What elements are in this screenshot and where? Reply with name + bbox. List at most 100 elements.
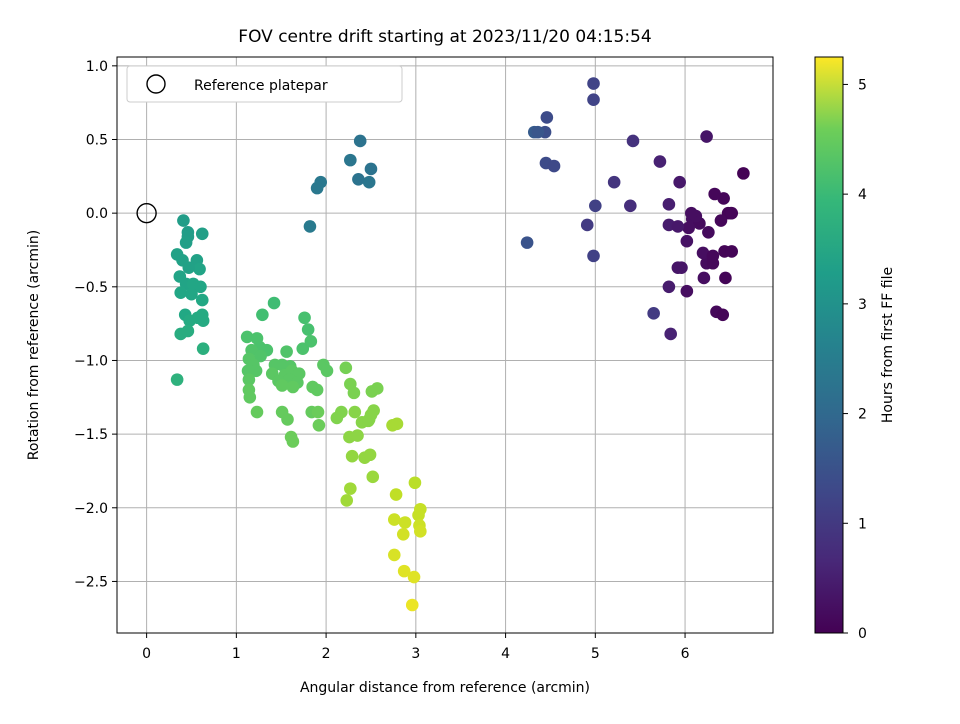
data-point <box>240 330 254 344</box>
data-point <box>397 564 411 578</box>
data-point <box>364 162 378 176</box>
y-tick-label: −0.5 <box>74 280 108 296</box>
data-point <box>310 383 324 397</box>
data-point <box>531 125 545 139</box>
data-point <box>389 488 403 501</box>
x-axis-label: Angular distance from reference (arcmin) <box>300 680 590 696</box>
x-tick-label: 1 <box>232 646 241 662</box>
data-point <box>540 111 554 124</box>
data-point <box>344 153 357 167</box>
data-point <box>520 236 534 249</box>
data-point <box>662 280 676 294</box>
data-point <box>587 249 600 263</box>
colorbar-tick-label: 1 <box>858 516 867 532</box>
data-point <box>587 93 600 107</box>
data-point <box>702 226 715 239</box>
x-tick-label: 6 <box>681 646 690 662</box>
data-point <box>700 130 713 143</box>
data-point <box>398 516 412 529</box>
data-point <box>396 527 410 541</box>
data-point <box>310 181 324 195</box>
data-point <box>405 598 419 612</box>
data-point <box>347 386 361 400</box>
data-point <box>181 324 195 338</box>
data-points <box>170 77 750 612</box>
chart-title: FOV centre drift starting at 2023/11/20 … <box>238 27 651 47</box>
data-point <box>256 308 269 322</box>
data-point <box>680 234 694 248</box>
data-point <box>370 382 384 395</box>
data-point <box>344 482 357 495</box>
legend-reference-marker <box>146 74 166 94</box>
data-point <box>177 214 190 227</box>
colorbar-tick-label: 0 <box>858 626 867 642</box>
data-point <box>587 77 600 90</box>
data-point <box>301 323 315 336</box>
colorbar-tick-label: 5 <box>858 77 867 93</box>
data-point <box>696 246 710 260</box>
data-point <box>362 413 376 426</box>
colorbar-tick-label: 3 <box>858 297 867 313</box>
y-tick-label: 1.0 <box>86 59 108 75</box>
data-point <box>580 218 594 232</box>
data-point <box>716 308 730 322</box>
data-point <box>174 286 188 300</box>
data-point <box>547 159 561 173</box>
x-tick-label: 4 <box>501 646 510 662</box>
y-axis-ticks: 1.0 0.5 0.0 −0.5 −1.0 −1.5 −2.0 −2.5 <box>74 59 117 590</box>
data-point <box>254 349 267 363</box>
data-point <box>303 220 317 233</box>
data-point <box>242 373 256 386</box>
data-point <box>682 221 695 235</box>
data-point <box>647 307 660 320</box>
data-point <box>664 327 677 341</box>
data-point <box>353 134 367 148</box>
data-point <box>414 525 427 538</box>
y-tick-label: 0.5 <box>86 132 108 148</box>
data-point <box>196 342 210 355</box>
data-point <box>366 470 380 484</box>
data-point <box>339 361 353 375</box>
colorbar: 0 1 2 3 4 5 Hours from first FF file <box>814 56 896 642</box>
data-point <box>351 429 364 442</box>
data-point <box>412 508 425 522</box>
data-point <box>362 175 376 189</box>
colorbar-tick-label: 2 <box>858 407 867 423</box>
data-point <box>673 175 686 189</box>
y-tick-label: −2.0 <box>74 501 108 517</box>
colorbar-tick-label: 4 <box>858 187 867 203</box>
data-point <box>725 206 739 220</box>
data-point <box>286 380 300 394</box>
data-point <box>193 262 206 276</box>
x-axis-ticks: 0 1 2 3 4 5 6 <box>142 633 690 662</box>
data-point <box>706 249 720 263</box>
data-point <box>182 261 196 274</box>
data-point <box>408 476 422 490</box>
data-point <box>697 271 711 285</box>
x-tick-label: 2 <box>322 646 331 662</box>
data-point <box>286 435 300 448</box>
legend: Reference platepar <box>126 65 403 103</box>
data-point <box>311 405 325 419</box>
reference-platepar-marker <box>136 202 157 224</box>
data-point <box>685 206 698 220</box>
data-point <box>653 155 667 168</box>
data-point <box>296 342 310 355</box>
data-point <box>312 418 326 432</box>
x-tick-label: 3 <box>411 646 420 662</box>
data-point <box>708 187 721 201</box>
data-point <box>195 227 209 241</box>
data-point <box>304 335 318 348</box>
y-tick-label: −1.5 <box>74 427 108 443</box>
data-point <box>624 199 637 213</box>
data-point <box>387 513 401 526</box>
data-point <box>320 364 334 378</box>
data-point <box>626 134 640 148</box>
data-point <box>407 570 421 584</box>
data-point <box>719 271 732 285</box>
data-point <box>195 293 209 307</box>
data-point <box>183 314 196 327</box>
data-point <box>170 373 184 386</box>
